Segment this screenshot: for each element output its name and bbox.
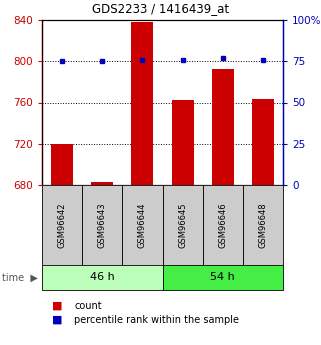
Bar	[42, 185, 82, 265]
Bar	[122, 185, 162, 265]
Bar	[162, 185, 203, 265]
Bar	[212, 69, 234, 185]
Text: 54 h: 54 h	[210, 273, 235, 283]
Bar	[131, 22, 153, 185]
Text: GSM96643: GSM96643	[98, 202, 107, 248]
Text: GDS2233 / 1416439_at: GDS2233 / 1416439_at	[92, 2, 229, 15]
Bar	[91, 182, 113, 185]
Text: 46 h: 46 h	[90, 273, 115, 283]
Text: count: count	[74, 301, 102, 311]
Text: GSM96648: GSM96648	[258, 202, 267, 248]
Text: percentile rank within the sample: percentile rank within the sample	[74, 315, 239, 325]
Bar	[42, 265, 162, 290]
Bar	[203, 185, 243, 265]
Text: ■: ■	[52, 315, 62, 325]
Bar	[162, 265, 283, 290]
Text: time  ▶: time ▶	[2, 273, 38, 283]
Text: GSM96645: GSM96645	[178, 202, 187, 248]
Bar	[252, 99, 274, 185]
Text: ■: ■	[52, 301, 62, 311]
Bar	[51, 144, 73, 185]
Text: GSM96644: GSM96644	[138, 202, 147, 248]
Bar	[171, 100, 194, 185]
Bar	[243, 185, 283, 265]
Bar	[82, 185, 122, 265]
Text: GSM96646: GSM96646	[218, 202, 227, 248]
Text: GSM96642: GSM96642	[57, 202, 66, 248]
